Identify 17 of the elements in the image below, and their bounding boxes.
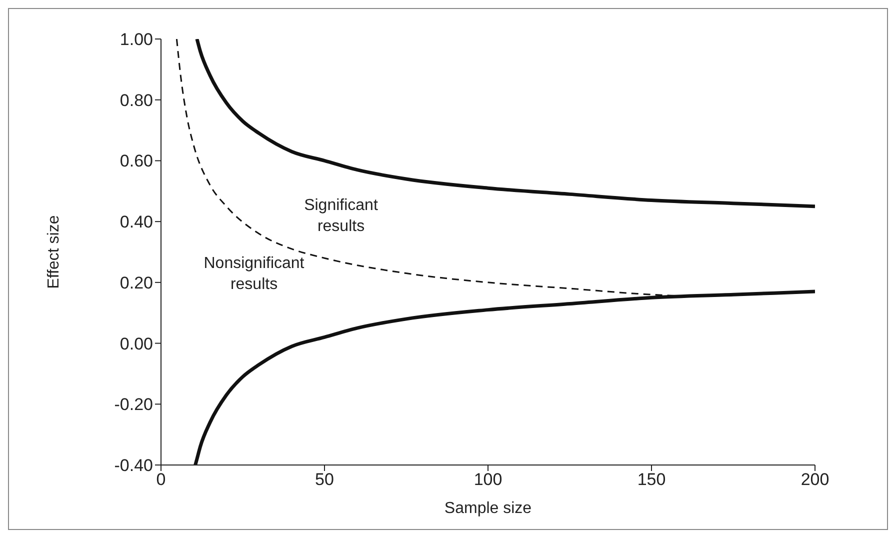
y-axis-title: Effect size — [46, 215, 63, 289]
x-tick-label: 100 — [474, 470, 502, 490]
y-tick-label: 1.00 — [120, 30, 153, 50]
y-tick-label: 0.00 — [120, 334, 153, 354]
y-tick-label: -0.20 — [114, 395, 153, 414]
y-tick-label: 0.20 — [120, 273, 153, 292]
x-tick-label: 200 — [800, 470, 830, 490]
x-axis-title: Sample size — [444, 500, 532, 517]
x-tick-label: 50 — [315, 470, 334, 490]
y-tick-label: 0.80 — [120, 90, 153, 110]
y-tick-label: 0.60 — [120, 152, 153, 171]
y-tick-label: 0.40 — [120, 212, 153, 232]
x-tick-label: 150 — [637, 470, 666, 490]
y-tick-label: -0.40 — [114, 456, 153, 476]
annotation: Nonsignificant results — [202, 254, 306, 295]
x-tick-label: 0 — [156, 470, 166, 490]
annotation: Significant results — [303, 196, 379, 237]
